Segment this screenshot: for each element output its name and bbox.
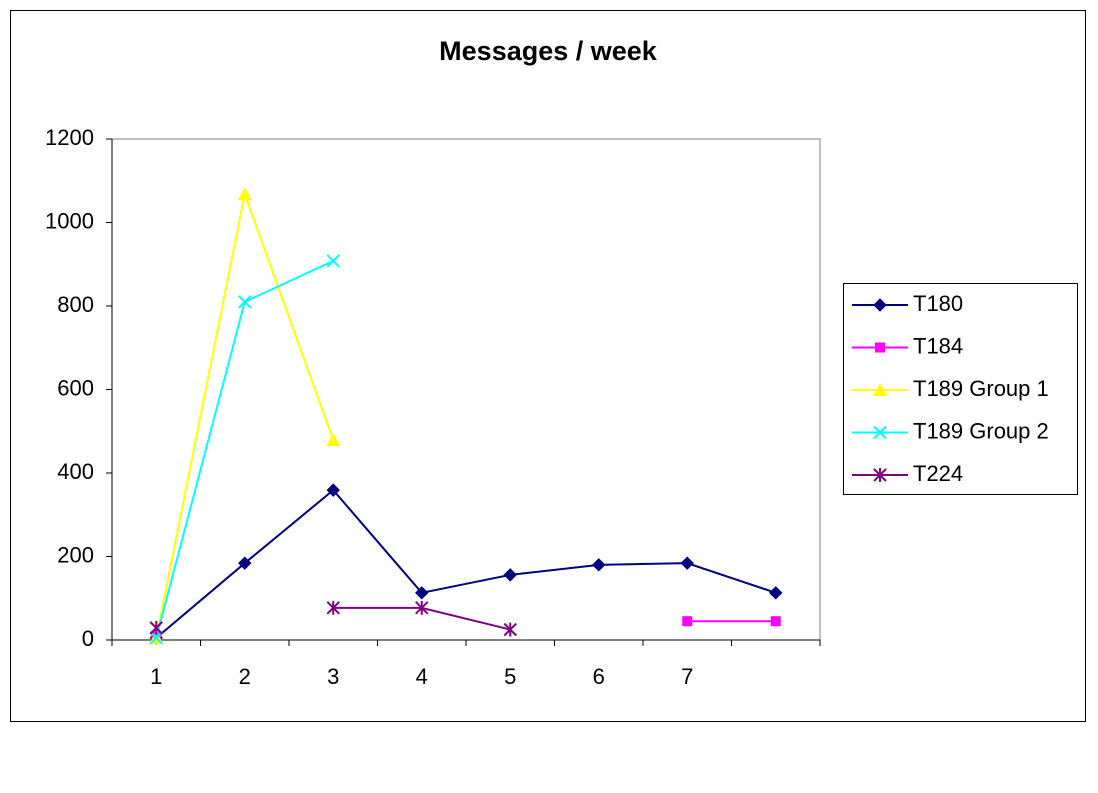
data-point (592, 558, 606, 572)
legend-label: T189 Group 2 (913, 418, 1049, 443)
y-tick-label: 800 (57, 292, 94, 317)
y-tick-label: 1200 (45, 125, 94, 150)
x-tick-label: 4 (416, 664, 428, 689)
data-point (326, 254, 340, 268)
x-tick-label: 1 (150, 664, 162, 689)
data-point (238, 295, 252, 309)
x-tick-label: 2 (239, 664, 251, 689)
y-tick-label: 0 (82, 626, 94, 651)
legend-marker (875, 342, 885, 353)
legend-label: T180 (913, 291, 963, 316)
data-point (238, 556, 252, 570)
legend-marker (873, 298, 887, 312)
data-point (415, 586, 429, 600)
data-point (680, 556, 694, 570)
legend-label: T184 (913, 333, 963, 358)
data-point (326, 600, 340, 615)
x-tick-label: 7 (681, 664, 693, 689)
data-point (503, 568, 517, 582)
legend-label: T224 (913, 461, 963, 486)
data-point (415, 600, 429, 615)
legend-marker (873, 468, 887, 482)
y-tick-label: 400 (57, 459, 94, 484)
x-tick-label: 5 (504, 664, 516, 689)
series-line (155, 488, 777, 639)
data-point (326, 483, 340, 497)
plot-area (111, 138, 821, 641)
x-tick-label: 3 (327, 664, 339, 689)
data-point (149, 631, 163, 645)
data-point (770, 616, 781, 627)
data-point (682, 616, 693, 627)
y-tick-label: 200 (57, 542, 94, 567)
data-point (149, 620, 163, 635)
y-tick-label: 600 (57, 375, 94, 400)
data-point (237, 187, 252, 201)
y-tick-label: 1000 (45, 208, 94, 233)
x-tick-label: 6 (593, 664, 605, 689)
data-point (503, 622, 517, 637)
chart-title: Messages / week (439, 36, 658, 66)
data-point (326, 433, 341, 447)
legend-label: T189 Group 1 (913, 376, 1049, 401)
data-point (769, 586, 783, 600)
legend-marker (873, 425, 887, 440)
legend-marker (873, 383, 887, 396)
